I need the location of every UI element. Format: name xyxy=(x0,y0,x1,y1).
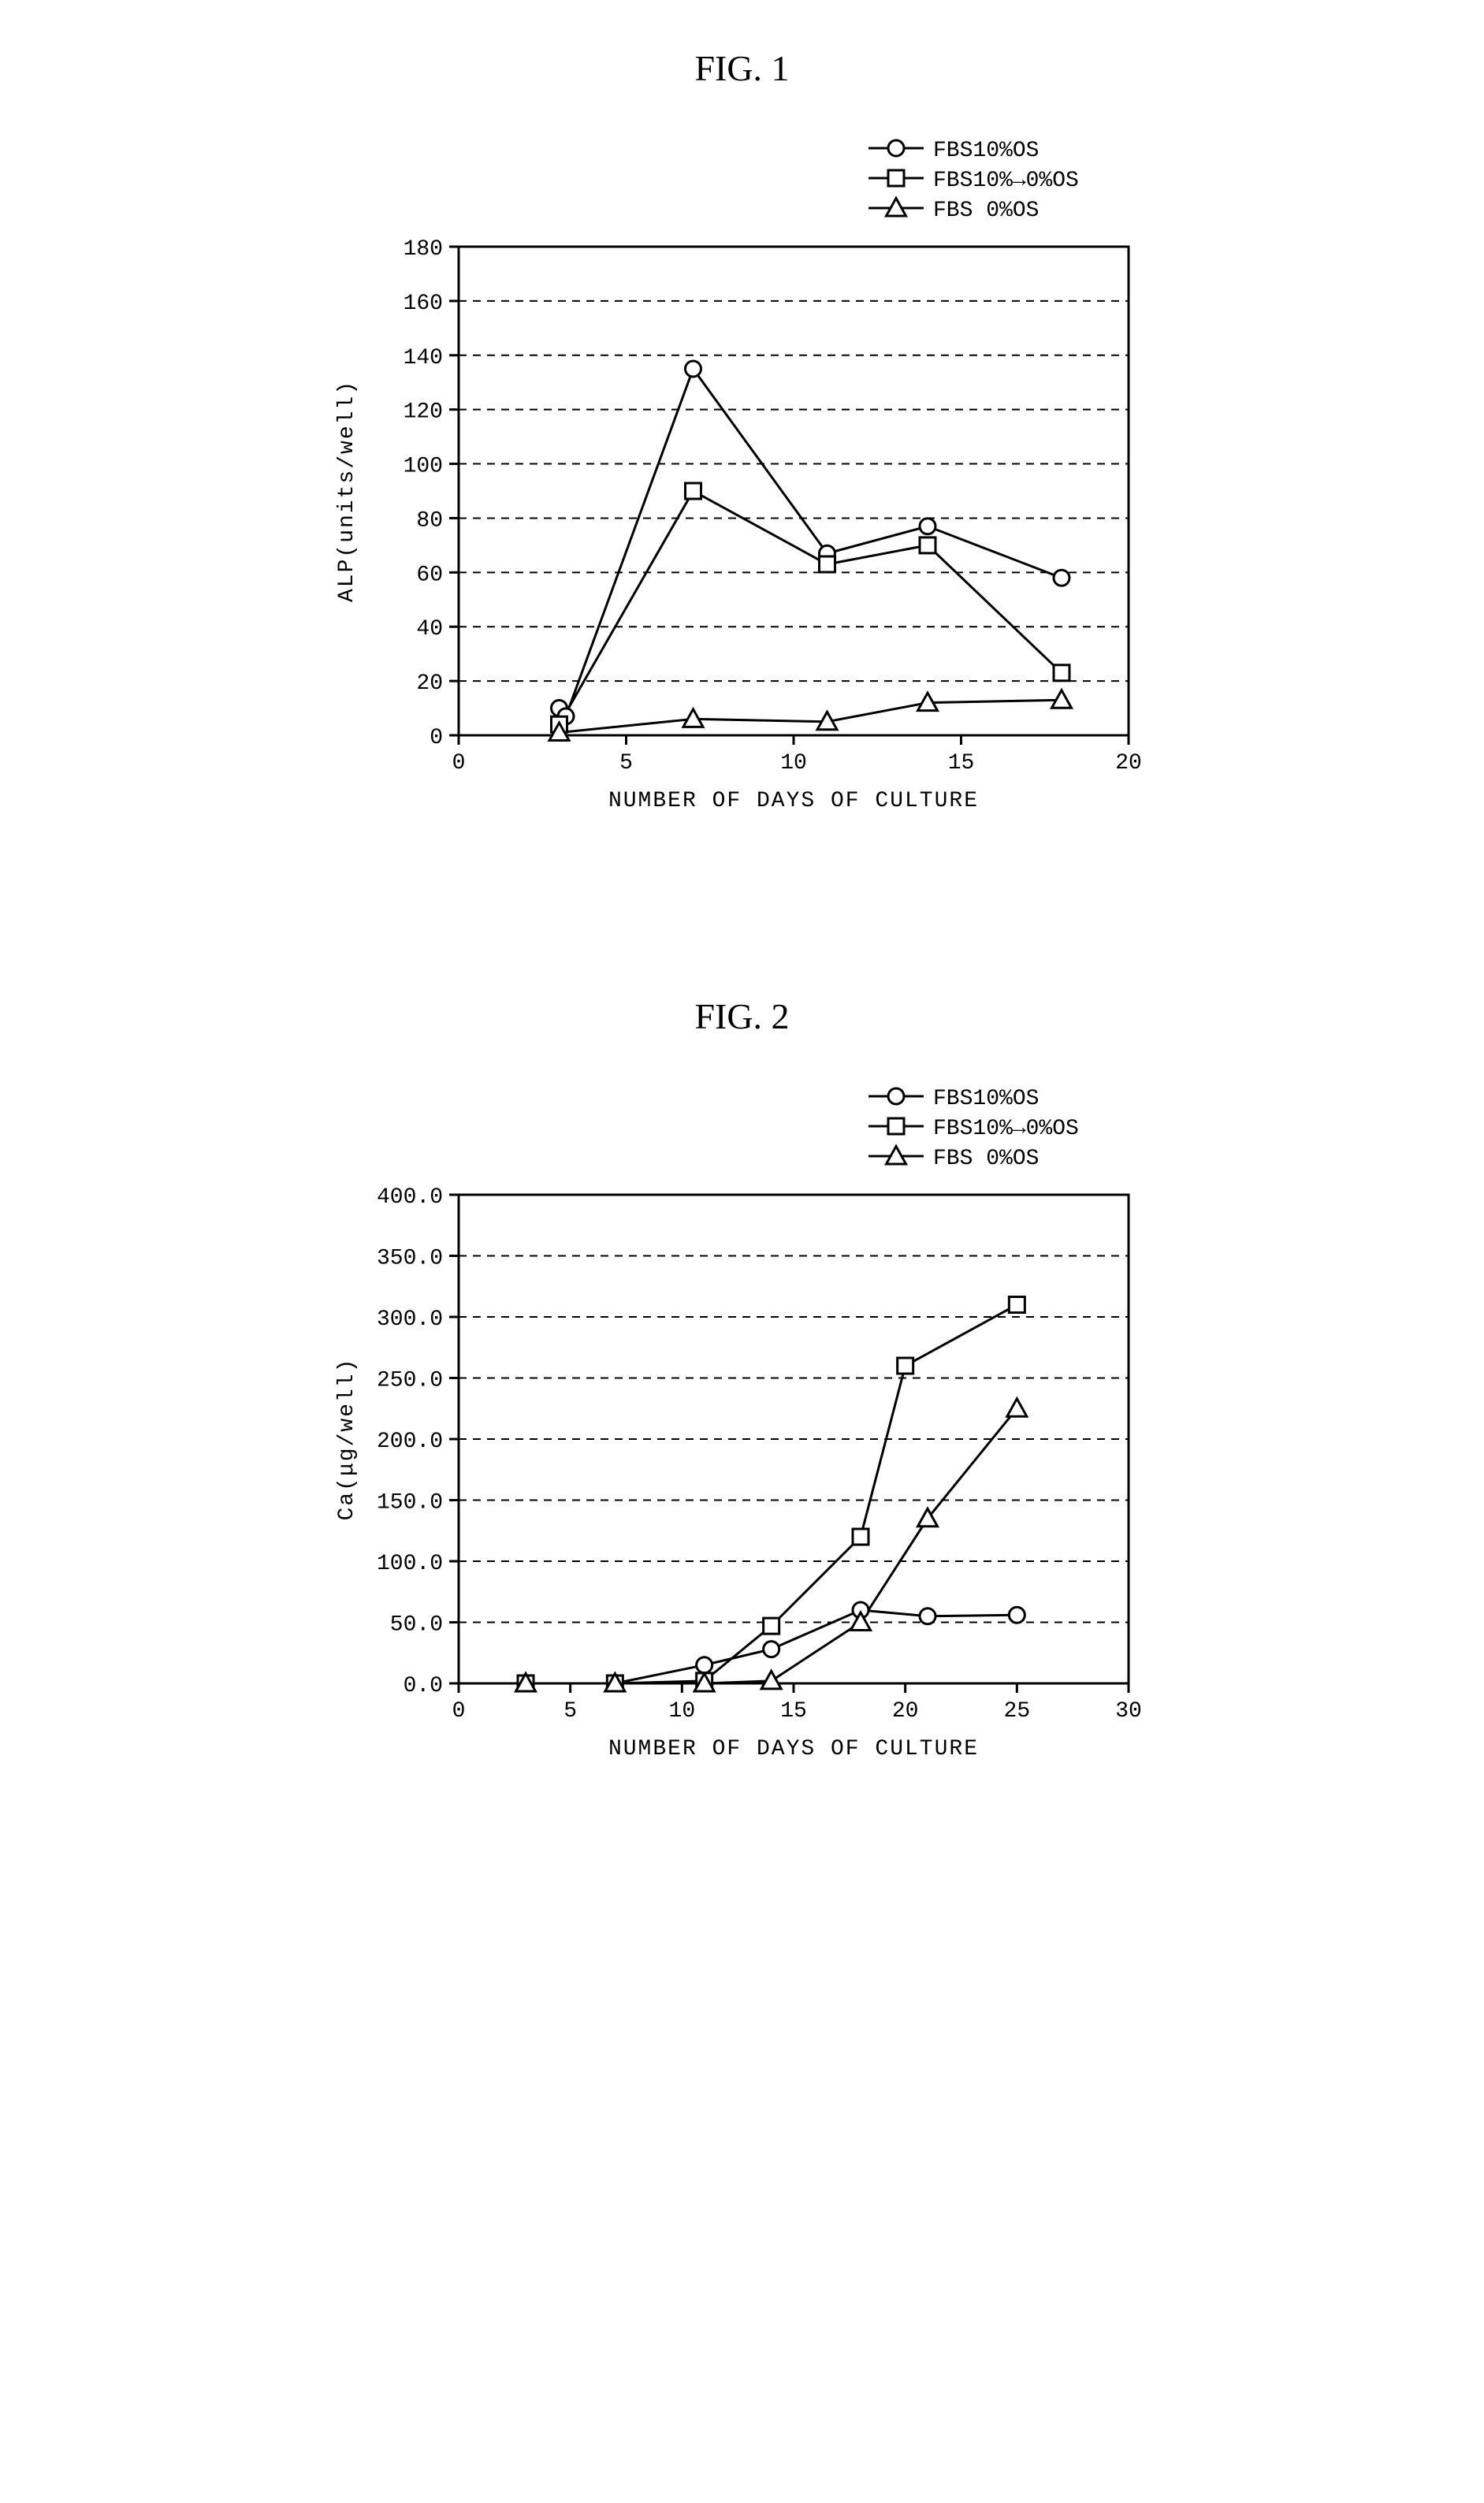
svg-text:180: 180 xyxy=(403,237,442,262)
svg-text:15: 15 xyxy=(780,1699,807,1724)
svg-text:160: 160 xyxy=(403,292,442,316)
svg-text:20: 20 xyxy=(891,1699,918,1724)
svg-text:200.0: 200.0 xyxy=(376,1430,442,1454)
svg-text:60: 60 xyxy=(416,563,443,587)
svg-text:FBS 0%OS: FBS 0%OS xyxy=(933,1147,1039,1171)
chart-1-svg: 0 5 10 15 20 0 20 40 60 80 100 120 140 160 180 NUMBER O… xyxy=(309,128,1176,838)
chart-2-svg: 0510152025300.050.0100.0150.0200.0250.03… xyxy=(309,1077,1176,1786)
svg-text:NUMBER OF DAYS OF CULTURE: NUMBER OF DAYS OF CULTURE xyxy=(608,1737,978,1761)
svg-text:30: 30 xyxy=(1115,1699,1142,1724)
svg-text:NUMBER OF DAYS OF CULTURE: NUMBER OF DAYS OF CULTURE xyxy=(608,789,978,813)
svg-text:100: 100 xyxy=(403,455,442,479)
svg-text:FBS 0%OS: FBS 0%OS xyxy=(933,199,1039,223)
figure-1-chart: 0 5 10 15 20 0 20 40 60 80 100 120 140 160 180 NUMBER O… xyxy=(32,128,1452,838)
svg-text:100.0: 100.0 xyxy=(376,1552,442,1576)
figure-2-title: FIG. 2 xyxy=(32,995,1452,1037)
svg-text:80: 80 xyxy=(416,508,443,533)
svg-text:350.0: 350.0 xyxy=(376,1247,442,1271)
svg-text:25: 25 xyxy=(1003,1699,1030,1724)
svg-text:0: 0 xyxy=(430,726,443,750)
svg-text:0: 0 xyxy=(452,1699,465,1724)
svg-text:Ca(μg/well): Ca(μg/well) xyxy=(335,1358,359,1521)
svg-text:FBS10%OS: FBS10%OS xyxy=(933,139,1039,163)
figure-1-title: FIG. 1 xyxy=(32,47,1452,89)
figure-2-chart: 0510152025300.050.0100.0150.0200.0250.03… xyxy=(32,1077,1452,1786)
svg-text:15: 15 xyxy=(947,751,974,775)
svg-text:0.0: 0.0 xyxy=(403,1674,442,1698)
svg-text:50.0: 50.0 xyxy=(389,1613,442,1638)
svg-text:400.0: 400.0 xyxy=(376,1185,442,1210)
figure-2: FIG. 2 0510152025300.050.0100.0150.0200.… xyxy=(32,995,1452,1786)
svg-text:10: 10 xyxy=(780,751,807,775)
svg-text:FBS10%OS: FBS10%OS xyxy=(933,1087,1039,1111)
svg-text:120: 120 xyxy=(403,400,442,425)
svg-text:5: 5 xyxy=(619,751,633,775)
svg-text:0: 0 xyxy=(452,751,465,775)
svg-text:140: 140 xyxy=(403,346,442,370)
svg-text:40: 40 xyxy=(416,617,443,642)
svg-text:10: 10 xyxy=(668,1699,695,1724)
svg-text:300.0: 300.0 xyxy=(376,1307,442,1332)
svg-text:20: 20 xyxy=(416,671,443,696)
figure-1: FIG. 1 0 5 10 15 20 0 20 40 60 80 100 120 140 160 180 N… xyxy=(32,47,1452,838)
svg-text:FBS10%→0%OS: FBS10%→0%OS xyxy=(933,1117,1079,1141)
svg-text:150.0: 150.0 xyxy=(376,1491,442,1516)
svg-text:FBS10%→0%OS: FBS10%→0%OS xyxy=(933,169,1079,193)
svg-text:250.0: 250.0 xyxy=(376,1369,442,1393)
svg-text:ALP(units/well): ALP(units/well) xyxy=(335,380,359,602)
svg-text:20: 20 xyxy=(1115,751,1142,775)
svg-text:5: 5 xyxy=(563,1699,577,1724)
